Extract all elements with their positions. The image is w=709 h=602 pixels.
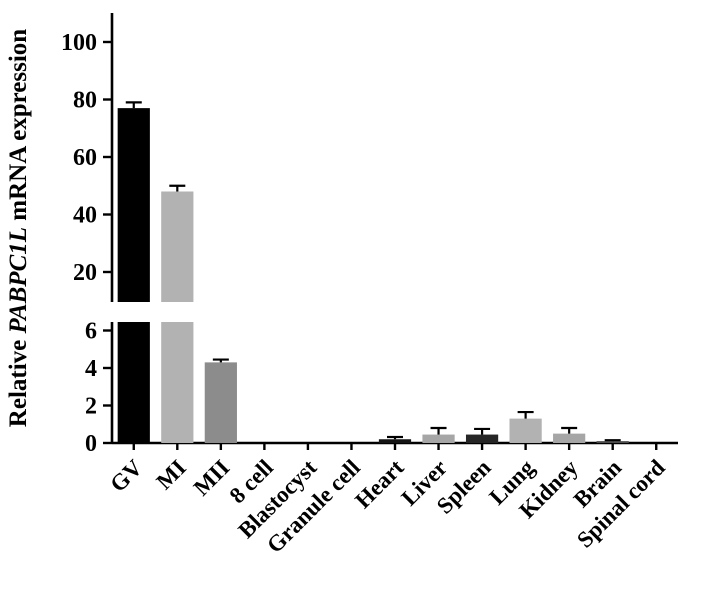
y-tick-label: 2: [85, 394, 97, 420]
bar-liver: [422, 434, 455, 443]
y-tick-label: 4: [85, 356, 97, 382]
y-tick-label: 80: [73, 88, 97, 114]
bar-kidney: [553, 433, 586, 443]
y-tick-label: 0: [85, 431, 97, 457]
bar-top-mi: [161, 191, 194, 302]
y-tick-label: 20: [73, 260, 97, 286]
y-tick-label: 40: [73, 203, 97, 229]
y-tick-label: 6: [85, 319, 97, 345]
bar-lung: [509, 418, 542, 443]
bar-mii: [204, 362, 237, 443]
x-label-gv: GV: [105, 455, 147, 497]
bar-spleen: [465, 434, 499, 443]
x-label-heart: Heart: [350, 455, 409, 514]
y-tick-label: 100: [61, 30, 97, 56]
x-label-mi: MI: [151, 455, 190, 494]
bar-gv: [117, 322, 150, 443]
y-tick-label: 60: [73, 145, 97, 171]
bar-mi: [161, 322, 194, 443]
bar-top-gv: [117, 108, 150, 302]
bar-brain: [596, 441, 629, 443]
y-axis-title: Relative PABPC1L mRNA expression: [5, 29, 32, 427]
bar-heart: [378, 439, 412, 443]
